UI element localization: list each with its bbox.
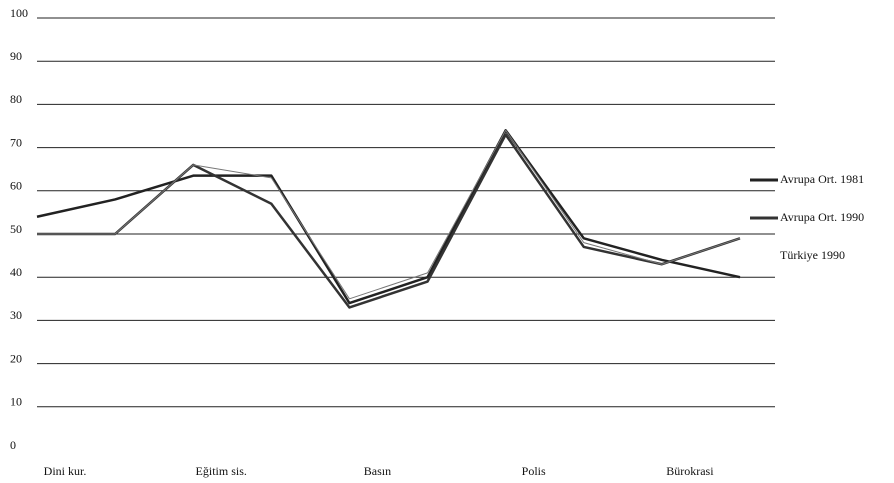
x-tick-label: Dini kur. xyxy=(44,464,87,478)
data-line xyxy=(37,129,741,300)
data-line xyxy=(36,129,741,305)
y-tick-label: 0 xyxy=(10,438,16,452)
x-tick-label: Eğitim sis. xyxy=(196,464,247,478)
y-tick-label: 80 xyxy=(10,92,22,106)
y-tick-label: 60 xyxy=(10,179,22,193)
data-line xyxy=(37,133,741,309)
x-tick-label: Bürokrasi xyxy=(666,464,714,478)
legend-label: Türkiye 1990 xyxy=(780,248,845,262)
y-tick-label: 40 xyxy=(10,265,22,279)
x-tick-label: Basın xyxy=(364,464,391,478)
y-tick-label: 100 xyxy=(10,6,28,20)
y-tick-label: 20 xyxy=(10,351,22,365)
y-tick-label: 50 xyxy=(10,222,22,236)
y-tick-label: 10 xyxy=(10,395,22,409)
legend-label: Avrupa Ort. 1990 xyxy=(780,210,864,224)
legend-label: Avrupa Ort. 1981 xyxy=(780,172,864,186)
y-tick-label: 90 xyxy=(10,49,22,63)
x-tick-label: Polis xyxy=(522,464,546,478)
y-tick-label: 70 xyxy=(10,135,22,149)
y-tick-label: 30 xyxy=(10,308,22,322)
